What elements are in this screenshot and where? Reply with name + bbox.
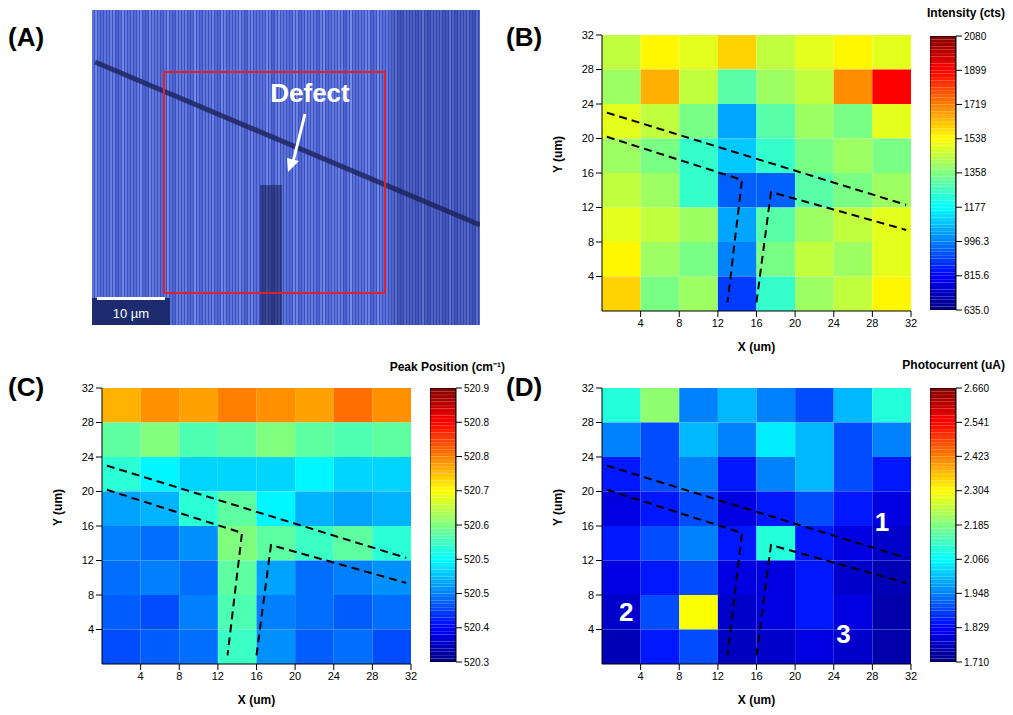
svg-text:12: 12 (212, 670, 224, 682)
svg-text:2.066: 2.066 (964, 554, 989, 565)
svg-text:2.541: 2.541 (964, 417, 989, 428)
html-text:(B): (B) (506, 22, 543, 52)
svg-text:4: 4 (588, 623, 594, 635)
html-text:Peak Position (cm⁻¹): Peak Position (cm⁻¹) (389, 360, 505, 374)
svg-text:1899: 1899 (964, 65, 987, 76)
svg-text:32: 32 (582, 382, 594, 394)
svg-text:32: 32 (582, 29, 594, 41)
svg-text:10 µm: 10 µm (113, 306, 149, 321)
svg-text:20: 20 (582, 485, 594, 497)
svg-text:8: 8 (676, 317, 682, 329)
svg-text:24: 24 (582, 451, 594, 463)
svg-text:20: 20 (789, 317, 801, 329)
svg-text:16: 16 (582, 167, 594, 179)
svg-text:Defect: Defect (270, 78, 350, 108)
svg-text:815.6: 815.6 (964, 270, 989, 281)
svg-text:1358: 1358 (964, 167, 987, 178)
svg-text:635.0: 635.0 (964, 305, 989, 316)
svg-text:16: 16 (582, 520, 594, 532)
svg-text:520.7: 520.7 (464, 485, 489, 496)
svg-text:4: 4 (638, 670, 644, 682)
svg-text:16: 16 (750, 317, 762, 329)
svg-text:520.6: 520.6 (464, 520, 489, 531)
svg-text:16: 16 (250, 670, 262, 682)
svg-text:24: 24 (582, 98, 594, 110)
svg-text:520.8: 520.8 (464, 451, 489, 462)
svg-text:28: 28 (82, 416, 94, 428)
svg-text:Y (um): Y (um) (551, 489, 565, 526)
svg-text:2.423: 2.423 (964, 451, 989, 462)
html-text:(A): (A) (8, 22, 45, 52)
svg-text:32: 32 (905, 670, 917, 682)
svg-text:520.3: 520.3 (464, 657, 489, 668)
svg-text:4: 4 (638, 317, 644, 329)
svg-text:12: 12 (582, 201, 594, 213)
svg-text:1.710: 1.710 (964, 657, 989, 668)
svg-text:Y (um): Y (um) (51, 489, 65, 526)
svg-text:8: 8 (176, 670, 182, 682)
svg-text:20: 20 (582, 132, 594, 144)
svg-text:4: 4 (88, 623, 94, 635)
svg-text:24: 24 (828, 670, 840, 682)
svg-text:520.5: 520.5 (464, 554, 489, 565)
svg-text:520.5: 520.5 (464, 588, 489, 599)
svg-text:520.9: 520.9 (464, 383, 489, 394)
html-text:Intensity (cts): Intensity (cts) (927, 6, 1005, 20)
svg-text:12: 12 (82, 554, 94, 566)
svg-text:1.829: 1.829 (964, 622, 989, 633)
svg-text:1.948: 1.948 (964, 588, 989, 599)
svg-text:X (um): X (um) (738, 693, 775, 707)
svg-text:28: 28 (866, 670, 878, 682)
svg-text:28: 28 (582, 63, 594, 75)
svg-text:8: 8 (88, 589, 94, 601)
svg-text:996.3: 996.3 (964, 236, 989, 247)
svg-text:Y (um): Y (um) (551, 136, 565, 173)
svg-text:4: 4 (588, 270, 594, 282)
svg-text:32: 32 (82, 382, 94, 394)
svg-text:12: 12 (712, 317, 724, 329)
svg-text:28: 28 (582, 416, 594, 428)
svg-text:20: 20 (789, 670, 801, 682)
svg-text:8: 8 (676, 670, 682, 682)
svg-text:20: 20 (82, 485, 94, 497)
svg-text:1177: 1177 (964, 202, 986, 213)
svg-text:3: 3 (836, 619, 850, 649)
html-text:(D): (D) (506, 372, 543, 402)
svg-text:32: 32 (405, 670, 417, 682)
svg-text:520.4: 520.4 (464, 622, 489, 633)
svg-text:24: 24 (828, 317, 840, 329)
svg-text:20: 20 (289, 670, 301, 682)
svg-text:8: 8 (588, 236, 594, 248)
svg-text:28: 28 (366, 670, 378, 682)
svg-text:2: 2 (619, 597, 633, 627)
svg-text:2.185: 2.185 (964, 520, 989, 531)
svg-text:1719: 1719 (964, 99, 987, 110)
svg-text:32: 32 (905, 317, 917, 329)
svg-text:12: 12 (582, 554, 594, 566)
svg-text:16: 16 (750, 670, 762, 682)
svg-text:1: 1 (875, 507, 889, 537)
svg-text:8: 8 (588, 589, 594, 601)
svg-text:16: 16 (82, 520, 94, 532)
svg-text:2080: 2080 (964, 31, 987, 42)
svg-text:24: 24 (82, 451, 94, 463)
svg-text:2.660: 2.660 (964, 383, 989, 394)
svg-text:520.8: 520.8 (464, 417, 489, 428)
svg-text:12: 12 (712, 670, 724, 682)
svg-text:X (um): X (um) (238, 693, 275, 707)
svg-text:1538: 1538 (964, 133, 987, 144)
svg-text:28: 28 (866, 317, 878, 329)
html-text:(C): (C) (8, 372, 45, 402)
svg-text:4: 4 (138, 670, 144, 682)
svg-text:24: 24 (328, 670, 340, 682)
svg-text:2.304: 2.304 (964, 485, 989, 496)
html-text:Photocurrent (uA): Photocurrent (uA) (902, 358, 1005, 372)
svg-text:X (um): X (um) (738, 340, 775, 354)
